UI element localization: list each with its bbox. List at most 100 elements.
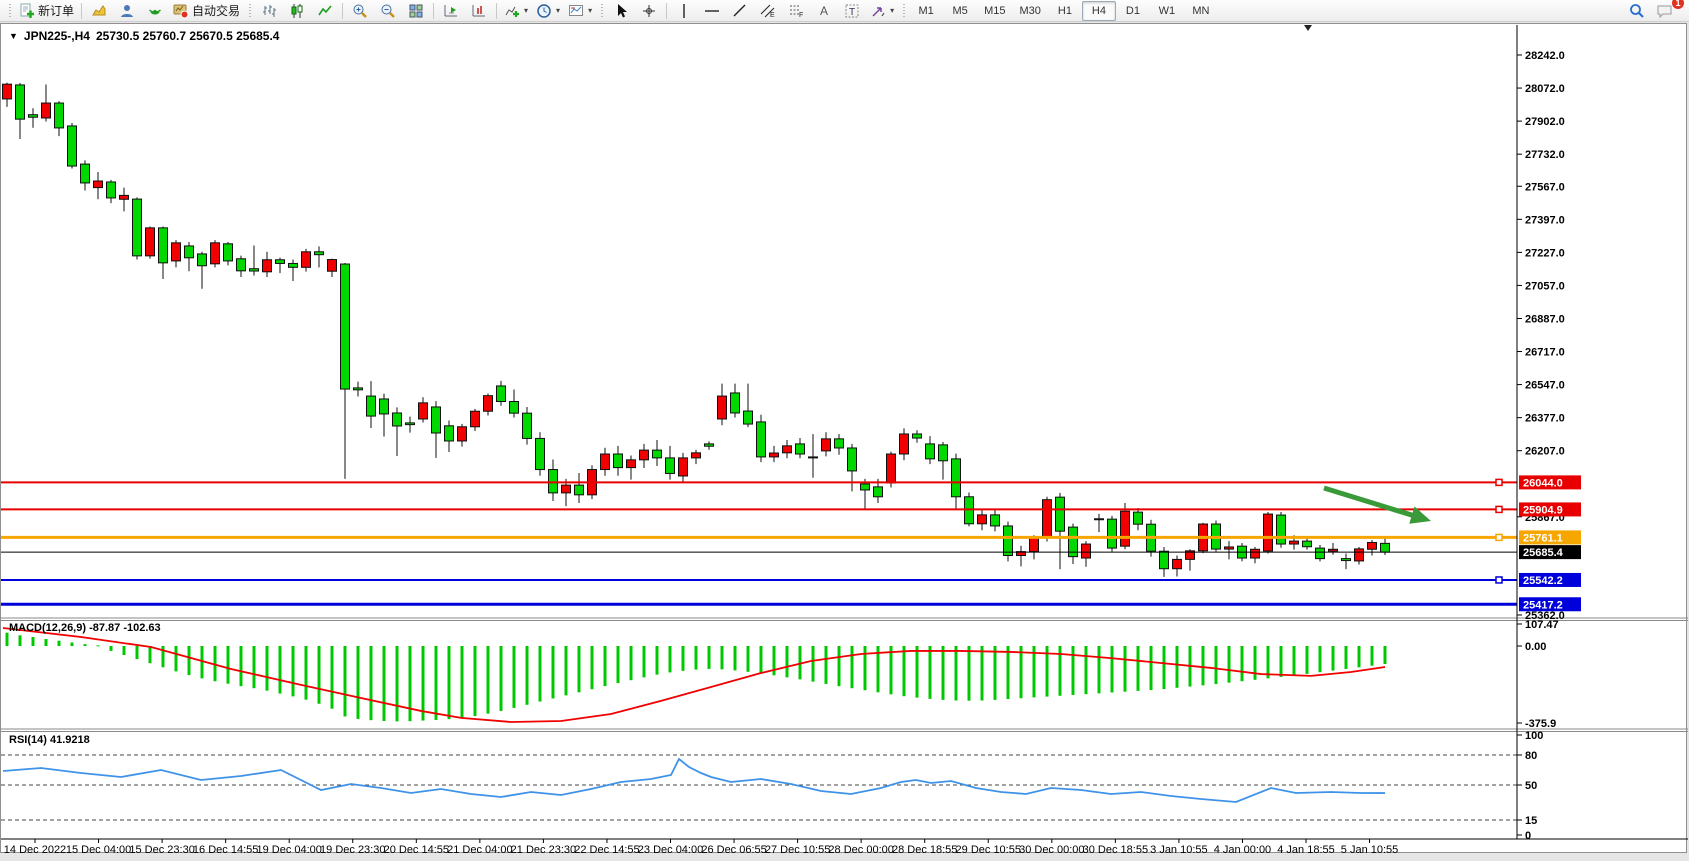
timeframe-mn[interactable]: MN [1192, 4, 1210, 17]
macd-histogram-bar [304, 646, 308, 700]
signals-button[interactable] [141, 0, 169, 22]
bar-chart-button[interactable] [255, 0, 283, 22]
time-tick-label: 28 Dec 00:00 [828, 844, 893, 854]
autotrading-icon [173, 4, 189, 18]
templates-dropdown[interactable]: ▾ [588, 6, 593, 15]
macd-histogram-bar [317, 646, 321, 704]
hline-price-label-box[interactable] [1519, 502, 1581, 517]
indicators-dropdown[interactable]: ▾ [524, 6, 529, 15]
toolbar-grip[interactable] [7, 3, 12, 18]
autotrading-button[interactable]: 自动交易 [169, 0, 244, 22]
cursor-button[interactable] [607, 0, 635, 22]
text-button[interactable]: A [810, 0, 838, 22]
candle-up [600, 453, 610, 471]
chat-button[interactable]: 1 [1651, 0, 1684, 22]
macd-histogram-bar [187, 646, 191, 676]
toolbar-grip[interactable] [901, 3, 907, 18]
timeframe-m5[interactable]: M5 [952, 4, 968, 17]
trendline-button[interactable] [726, 0, 754, 22]
signals-icon [149, 8, 162, 14]
hline-handle[interactable] [1495, 478, 1503, 487]
equidistant-channel-button[interactable]: E [754, 0, 782, 22]
chart-shift-marker[interactable] [1304, 25, 1312, 31]
indicators-button[interactable]: ▾ [500, 0, 532, 22]
time-tick-label: 30 Dec 18:55 [1083, 844, 1148, 854]
hline-price-label-box[interactable] [1519, 475, 1581, 490]
macd-histogram-bar [1357, 646, 1361, 668]
timeframe-m1[interactable]: M1 [918, 4, 934, 17]
symbol-dropdown-icon[interactable]: ▼ [9, 31, 18, 41]
time-tick-label: 3 Jan 10:55 [1150, 844, 1208, 854]
timeframe-d1[interactable]: D1 [1125, 4, 1140, 17]
chat-icon [1657, 5, 1672, 18]
candle-down [80, 163, 90, 184]
candle-up [210, 242, 220, 265]
zoom-out-button[interactable] [374, 0, 402, 22]
search-button[interactable] [1623, 0, 1651, 22]
timeframe-m30[interactable]: M30 [1019, 4, 1041, 17]
candle-down [223, 243, 233, 262]
toolbar-grip[interactable] [599, 3, 605, 18]
line-chart-icon [318, 4, 332, 15]
chart-canvas[interactable]: 28242.0 28072.0 27902.0 27732.0 27567.0 27397… [1, 24, 1688, 854]
periods-button[interactable]: ▾ [532, 0, 564, 22]
macd-histogram-bar [252, 646, 256, 689]
macd-histogram-bar [44, 639, 48, 646]
hline-handle[interactable] [1495, 576, 1503, 584]
candle-up [2, 83, 12, 100]
trend-arrow-annotation[interactable] [1323, 485, 1423, 521]
candle-up [639, 449, 649, 461]
price-tick-label: 27227.0 [1525, 247, 1565, 259]
arrows-button[interactable]: ▾ [866, 0, 898, 22]
timeframe-h1[interactable]: H1 [1057, 4, 1072, 17]
macd-histogram-bar [616, 646, 620, 684]
price-tick-label: 26377.0 [1525, 413, 1565, 425]
arrows-dropdown[interactable]: ▾ [890, 6, 895, 15]
templates-icon [569, 4, 584, 16]
line-chart-button[interactable] [311, 0, 339, 22]
time-tick-label: 29 Dec 10:55 [956, 844, 1021, 854]
macd-histogram-bar [694, 646, 698, 670]
candlestick-chart-button[interactable] [283, 0, 311, 22]
timeframe-w1[interactable]: W1 [1158, 4, 1176, 17]
hline-handle[interactable] [1495, 505, 1503, 514]
hline-price-label: 25417.2 [1523, 599, 1563, 611]
macd-histogram-bar [1292, 646, 1296, 676]
horizontal-line-button[interactable] [698, 0, 726, 22]
candle-down [1055, 496, 1065, 532]
candle-down [522, 412, 532, 439]
macd-histogram-bar [590, 646, 594, 690]
fibonacci-button[interactable]: F [782, 0, 810, 22]
profile-button[interactable] [113, 0, 141, 22]
hline-price-label-box[interactable] [1519, 597, 1581, 612]
trend-arrow-head[interactable] [1409, 506, 1431, 524]
periods-dropdown[interactable]: ▾ [556, 6, 561, 15]
timeframe-h4[interactable]: H4 [1081, 0, 1116, 21]
market-watch-button[interactable] [85, 0, 113, 22]
macd-histogram-bar [1214, 646, 1218, 685]
crosshair-button[interactable] [635, 0, 663, 22]
toolbar-grip[interactable] [247, 3, 253, 18]
hline-price-label-box[interactable] [1519, 572, 1581, 587]
hline-handle[interactable] [1495, 533, 1503, 542]
text-label-button[interactable]: T [838, 0, 866, 22]
new-order-button[interactable]: 新订单 [15, 0, 78, 22]
arrows-icon [872, 6, 885, 17]
tile-windows-button[interactable] [402, 0, 430, 22]
candle-down [743, 410, 753, 425]
hline-price-label-box[interactable] [1519, 545, 1581, 560]
candle-down [1341, 558, 1351, 562]
timeframe-m15[interactable]: M15 [984, 4, 1006, 17]
zoom-in-button[interactable] [346, 0, 374, 22]
zoom-in-icon [353, 4, 367, 18]
rsi-indicator-label: RSI(14) 41.9218 [9, 734, 90, 746]
svg-text:A: A [820, 4, 828, 18]
candle-up [457, 426, 467, 442]
templates-button[interactable]: ▾ [564, 0, 596, 22]
candle-down [275, 259, 285, 264]
hline-price-label-box[interactable] [1519, 530, 1581, 545]
chart-shift-button[interactable] [465, 0, 493, 22]
vertical-line-button[interactable] [670, 0, 698, 22]
auto-scroll-icon [444, 4, 458, 16]
auto-scroll-button[interactable] [437, 0, 465, 22]
